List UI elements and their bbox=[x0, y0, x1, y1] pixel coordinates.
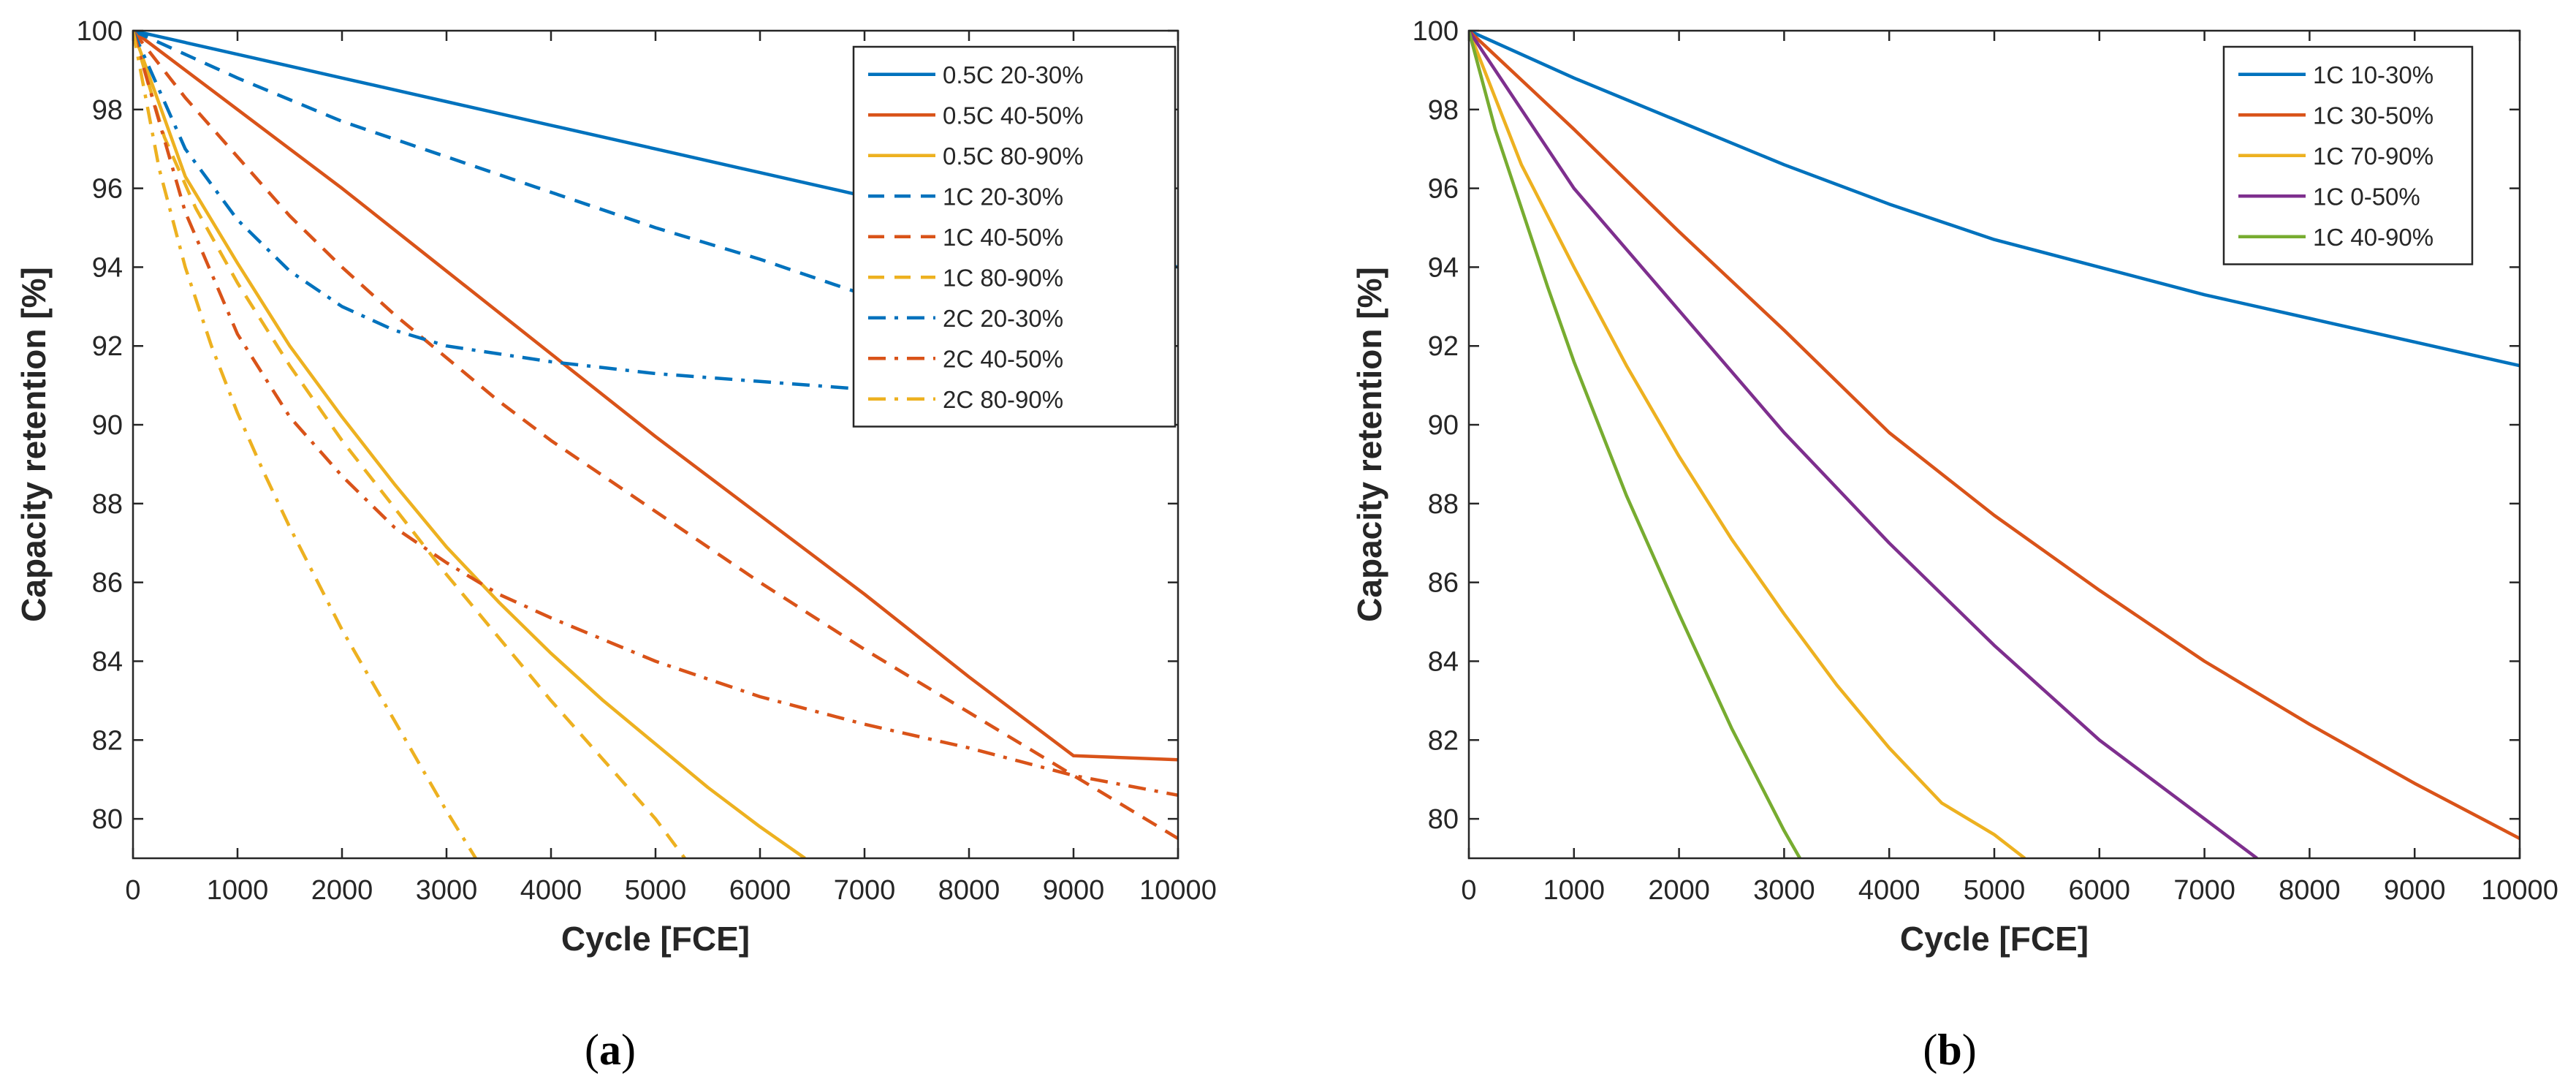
panel-label-close: ) bbox=[1962, 1026, 1977, 1074]
x-axis-label: Cycle [FCE] bbox=[1900, 920, 2089, 958]
legend-entry: 1C 70-90% bbox=[2313, 143, 2433, 170]
y-tick-label: 94 bbox=[1428, 252, 1459, 283]
panel-label-letter: a bbox=[599, 1026, 621, 1074]
panel-label: (a) bbox=[585, 1026, 636, 1074]
y-tick-label: 98 bbox=[92, 95, 123, 126]
legend-entry: 1C 40-50% bbox=[943, 224, 1063, 251]
x-tick-label: 7000 bbox=[834, 875, 896, 906]
x-tick-label: 2000 bbox=[311, 875, 373, 906]
chart-panel-a: 0 1000 2000 3000 4000 5000 6000 7000 8000 9000 100… bbox=[15, 16, 1217, 1074]
series-line-1c-70-90- bbox=[1469, 31, 2026, 858]
x-tick-label: 9000 bbox=[1043, 875, 1105, 906]
y-tick-label: 100 bbox=[1413, 16, 1459, 47]
series-line-1c-40-50- bbox=[133, 31, 1178, 840]
y-tick-label: 90 bbox=[1428, 410, 1459, 441]
series-group bbox=[133, 31, 1178, 858]
y-tick-label: 82 bbox=[92, 725, 123, 756]
y-tick-label: 82 bbox=[1428, 725, 1459, 756]
x-tick-label: 1000 bbox=[207, 875, 269, 906]
y-tick-label: 98 bbox=[1428, 95, 1459, 126]
y-tick-label: 88 bbox=[1428, 489, 1459, 520]
x-tick-label: 10000 bbox=[1139, 875, 1217, 906]
legend-entry: 1C 40-90% bbox=[2313, 224, 2433, 251]
legend-entry: 2C 20-30% bbox=[943, 305, 1063, 332]
legend: 0.5C 20-30% 0.5C 40-50% 0.5C 80-90% 1C 20-3… bbox=[852, 45, 1177, 428]
x-tick-label: 5000 bbox=[1964, 875, 2026, 906]
y-axis-label: Capacity retention [%] bbox=[1350, 267, 1388, 622]
y-tick-label: 94 bbox=[92, 252, 123, 283]
y-tick-label: 96 bbox=[92, 174, 123, 205]
series-line-1c-40-90- bbox=[1469, 31, 1801, 858]
x-tick-label: 3000 bbox=[1753, 875, 1815, 906]
y-tick-label: 88 bbox=[92, 489, 123, 520]
x-tick-label: 6000 bbox=[2069, 875, 2131, 906]
legend-entry: 1C 10-30% bbox=[2313, 61, 2433, 88]
series-line-2c-80-90- bbox=[133, 31, 477, 858]
panel-label-letter: b bbox=[1937, 1026, 1961, 1074]
y-tick-label: 84 bbox=[92, 646, 123, 677]
legend: 1C 10-30% 1C 30-50% 1C 70-90% 1C 0-50% 1C 40… bbox=[2222, 45, 2474, 265]
series-line-1c-80-90- bbox=[133, 31, 686, 858]
x-tick-label: 5000 bbox=[625, 875, 687, 906]
y-tick-label: 86 bbox=[92, 568, 123, 599]
x-tick-label: 2000 bbox=[1648, 875, 1710, 906]
x-tick-label: 9000 bbox=[2384, 875, 2446, 906]
y-tick-label: 80 bbox=[1428, 804, 1459, 835]
series-line-0-5c-40-50- bbox=[133, 31, 1178, 762]
x-tick-label: 0 bbox=[125, 875, 140, 906]
x-tick-label: 4000 bbox=[1858, 875, 1920, 906]
y-tick-label: 90 bbox=[92, 410, 123, 441]
x-axis-label: Cycle [FCE] bbox=[561, 920, 750, 958]
legend-entry: 1C 80-90% bbox=[943, 264, 1063, 291]
legend-entry: 1C 0-50% bbox=[2313, 183, 2420, 210]
y-tick-label: 100 bbox=[77, 16, 123, 47]
series-line-1c-30-50- bbox=[1469, 31, 2520, 840]
legend-entry: 0.5C 80-90% bbox=[943, 143, 1084, 170]
chart-panel-b: 0 1000 2000 3000 4000 5000 6000 7000 8000 9000 100… bbox=[1350, 16, 2558, 1074]
legend-entry: 2C 40-50% bbox=[943, 345, 1063, 372]
x-tick-label: 7000 bbox=[2173, 875, 2235, 906]
x-tick-label: 6000 bbox=[729, 875, 791, 906]
panel-label: (b) bbox=[1923, 1026, 1976, 1074]
legend-entry: 2C 80-90% bbox=[943, 386, 1063, 413]
legend-entry: 0.5C 20-30% bbox=[943, 61, 1084, 88]
y-tick-label: 96 bbox=[1428, 174, 1459, 205]
x-tick-label: 8000 bbox=[938, 875, 1000, 906]
legend-entry: 0.5C 40-50% bbox=[943, 102, 1084, 129]
legend-entry: 1C 30-50% bbox=[2313, 102, 2433, 129]
legend-entry: 1C 20-30% bbox=[943, 183, 1063, 210]
series-line-1c-10-30- bbox=[1469, 31, 2520, 368]
y-tick-label: 92 bbox=[1428, 331, 1459, 362]
series-group bbox=[1469, 31, 2520, 858]
y-axis-label: Capacity retention [%] bbox=[15, 267, 53, 622]
y-tick-label: 86 bbox=[1428, 568, 1459, 599]
x-tick-label: 3000 bbox=[416, 875, 478, 906]
x-tick-label: 0 bbox=[1461, 875, 1476, 906]
y-tick-label: 80 bbox=[92, 804, 123, 835]
panel-label-open: ( bbox=[1923, 1026, 1937, 1074]
x-tick-label: 8000 bbox=[2279, 875, 2341, 906]
panel-label-close: ) bbox=[621, 1026, 636, 1074]
series-line-0-5c-80-90- bbox=[133, 31, 806, 858]
panel-label-open: ( bbox=[585, 1026, 599, 1074]
x-tick-label: 4000 bbox=[520, 875, 582, 906]
series-line-2c-40-50- bbox=[133, 31, 1178, 798]
series-line-2c-20-30- bbox=[133, 31, 1178, 407]
series-line-1c-0-50- bbox=[1469, 31, 2258, 858]
x-tick-label: 1000 bbox=[1543, 875, 1606, 906]
x-tick-label: 10000 bbox=[2481, 875, 2558, 906]
y-tick-label: 84 bbox=[1428, 646, 1459, 677]
y-tick-label: 92 bbox=[92, 331, 123, 362]
